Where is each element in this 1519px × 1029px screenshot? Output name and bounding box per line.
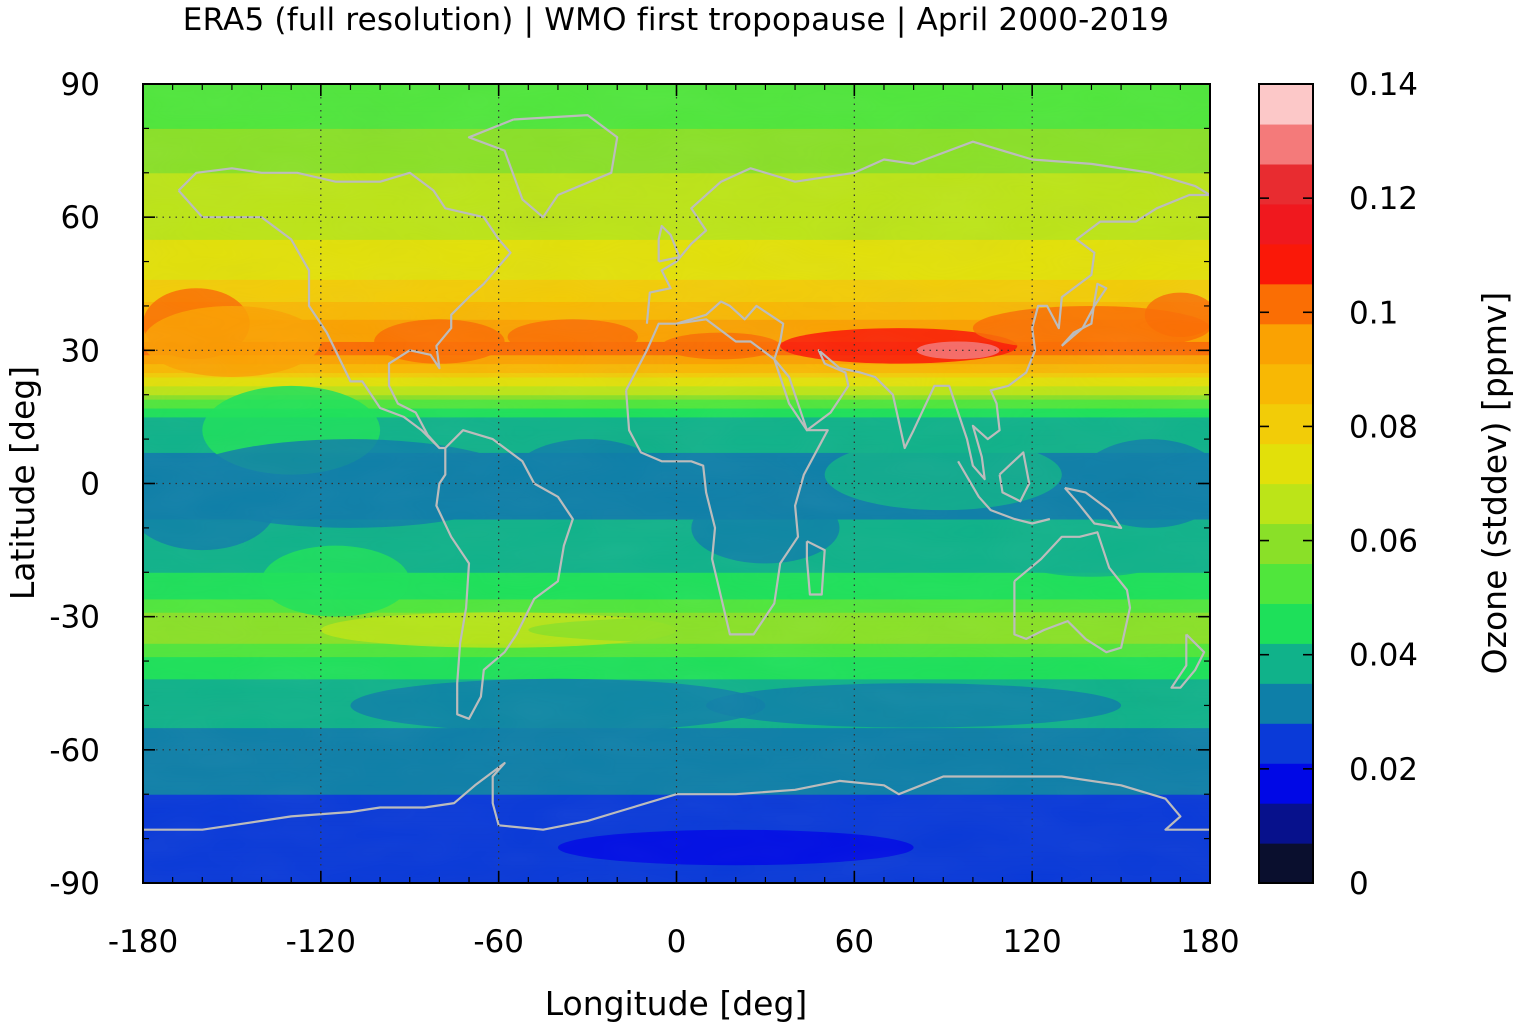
colorbar-segment [1259, 643, 1313, 684]
coastline [645, 140, 1210, 324]
colorbar-segment [1259, 803, 1313, 844]
colorbar-tick-label: 0.12 [1349, 181, 1418, 217]
coastline [177, 167, 512, 450]
colorbar-segment [1259, 563, 1313, 604]
colorbar-segment [1259, 84, 1313, 125]
plot-area [143, 84, 1210, 883]
colorbar-segment [1259, 683, 1313, 724]
y-tick-label: -90 [49, 866, 100, 902]
x-tick-label: 120 [1003, 924, 1062, 960]
colorbar-segment [1259, 763, 1313, 804]
coastline [143, 762, 1210, 831]
colorbar-segment [1259, 723, 1313, 764]
colorbar-tick-label: 0.06 [1349, 524, 1418, 560]
colorbar-tick-label: 0 [1349, 866, 1369, 902]
colorbar-segment [1259, 403, 1313, 445]
x-tick-label: 0 [667, 924, 687, 960]
x-tick-label: -60 [473, 924, 524, 960]
colorbar-segment [1259, 443, 1313, 485]
coastline [957, 460, 1051, 525]
colorbar-segment [1259, 363, 1313, 405]
x-tick-label: -120 [286, 924, 356, 960]
colorbar-segment [1259, 323, 1313, 365]
y-tick-label: 60 [61, 200, 100, 236]
coastline [657, 224, 681, 263]
colorbar-tick-label: 0.1 [1349, 295, 1398, 331]
y-tick-label: -60 [49, 733, 100, 769]
coastline [1170, 633, 1206, 689]
colorbar-segment [1259, 523, 1313, 564]
colorbar-segment [1259, 283, 1313, 325]
coastline [676, 193, 1210, 481]
coastline [805, 540, 826, 596]
coastline [1063, 486, 1123, 529]
coastline [467, 114, 619, 219]
colorbar-tick-label: 0.04 [1349, 638, 1418, 674]
colorbar-segment [1259, 243, 1313, 285]
colorbar-tick-label: 0.14 [1349, 67, 1418, 103]
colorbar-segment [1259, 483, 1313, 525]
coastline [1060, 282, 1108, 347]
colorbar-segment [1259, 203, 1313, 245]
colorbar-segment [1259, 843, 1313, 884]
y-axis: -90 -60 -30 0 30 60 90 [49, 67, 1210, 902]
colorbar: 0 0.02 0.04 0.06 0.08 0.1 0.12 0.14 [1258, 67, 1418, 902]
y-tick-label: 0 [80, 467, 100, 503]
coastline [177, 189, 441, 449]
y-tick-label: 30 [61, 333, 100, 369]
colorbar-label: Ozone (stddev) [ppmv] [1475, 292, 1514, 675]
x-tick-label: 60 [835, 924, 874, 960]
x-axis-label: Longitude [deg] [545, 984, 808, 1023]
y-tick-label: 90 [61, 67, 100, 103]
y-tick-label: -30 [49, 600, 100, 636]
chart-title: ERA5 (full resolution) | WMO first tropo… [182, 2, 1170, 38]
coastline [1013, 531, 1132, 654]
colorbar-tick-label: 0.08 [1349, 409, 1418, 445]
y-axis-label: Latitude [deg] [3, 366, 42, 600]
coastline [998, 451, 1031, 503]
x-axis: -180 -120 -60 0 60 120 180 [108, 84, 1240, 960]
coastlines [143, 114, 1210, 831]
x-tick-label: -180 [108, 924, 178, 960]
colorbar-tick-label: 0.02 [1349, 752, 1418, 788]
colorbar-segment [1259, 603, 1313, 644]
colorbar-frame [1258, 83, 1314, 884]
coastline [625, 318, 829, 636]
colorbar-segment [1259, 123, 1313, 165]
grid-lines [143, 84, 1210, 883]
x-tick-label: 180 [1180, 924, 1239, 960]
